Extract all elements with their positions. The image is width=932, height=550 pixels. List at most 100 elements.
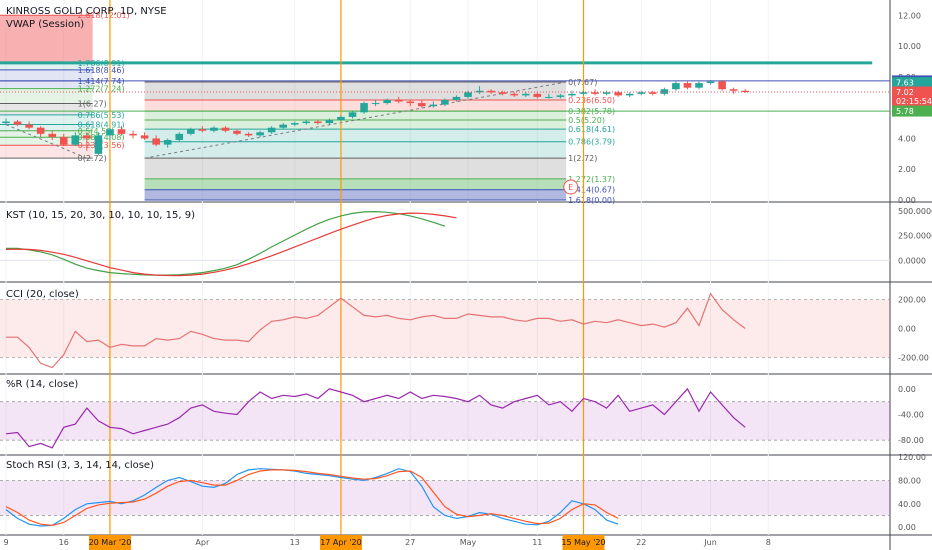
price-axis-badge xyxy=(892,95,932,107)
data-marks: E xyxy=(0,80,890,527)
candle-body xyxy=(591,92,599,94)
candle-body xyxy=(221,127,230,131)
fib-right-label: 0.5(5.20) xyxy=(568,116,605,125)
candle-body xyxy=(360,103,368,113)
stoch-tick-label: 0.00 xyxy=(898,523,916,532)
candle-body xyxy=(729,89,738,91)
fib-right-label: 1(2.72) xyxy=(568,154,597,163)
fib-right-label: 0.236(6.50) xyxy=(568,96,615,105)
candle-body xyxy=(279,124,287,128)
date-tick-label: 8 xyxy=(766,538,771,547)
earnings-event-label: E xyxy=(568,183,573,192)
candle-body xyxy=(256,132,264,136)
candle-body xyxy=(13,121,22,125)
candle-body xyxy=(163,140,172,145)
candle-body xyxy=(233,130,241,134)
fib-right-label: 0.618(4.61) xyxy=(568,125,615,134)
candle-body xyxy=(25,124,33,128)
candle-body xyxy=(579,92,588,94)
fib-right-label: 1.414(0.67) xyxy=(568,186,615,195)
candle-body xyxy=(429,104,438,107)
candle-body xyxy=(94,135,103,154)
candle-body xyxy=(475,90,484,93)
date-highlight-label: 15 May '20 xyxy=(561,538,605,547)
candle-body xyxy=(706,81,715,84)
candle-body xyxy=(187,129,195,134)
candle-body xyxy=(602,92,611,94)
candle-body xyxy=(683,83,692,88)
candle-body xyxy=(741,90,749,92)
candle-body xyxy=(129,133,137,136)
kst-tick-label: 250.0000 xyxy=(898,232,932,241)
price-axis-badge-label: 7.02 xyxy=(896,88,914,97)
candle-body xyxy=(498,92,507,94)
candle-body xyxy=(244,133,253,136)
date-tick-label: Apr xyxy=(195,538,210,547)
candle-body xyxy=(48,133,56,137)
candle-body xyxy=(267,127,276,133)
candle-body xyxy=(660,89,669,94)
stoch-title[interactable]: Stoch RSI (3, 3, 14, 14, close) xyxy=(6,460,154,471)
price-axis-badge xyxy=(892,77,932,89)
trend-line-left xyxy=(5,124,88,159)
kst-title[interactable]: KST (10, 15, 20, 30, 10, 10, 10, 15, 9) xyxy=(6,210,195,221)
fib-left-zone xyxy=(0,15,93,63)
symbol-title[interactable]: KINROSS GOLD CORP, 1D, NYSE xyxy=(6,6,167,17)
candle-body xyxy=(533,93,542,97)
cci-tick-label: -200.00 xyxy=(898,354,929,363)
price-axis-badge xyxy=(892,105,932,117)
candle-body xyxy=(325,120,334,124)
candle-body xyxy=(106,129,114,136)
date-tick-label: May xyxy=(460,538,477,547)
fib-left-label: 0.786(5.53) xyxy=(78,111,125,120)
stoch-d-line xyxy=(5,469,619,527)
candle-body xyxy=(545,96,553,98)
wr-tick-label: 0.00 xyxy=(898,385,916,394)
candle-body xyxy=(695,83,703,88)
cci-title[interactable]: CCI (20, close) xyxy=(6,289,79,300)
wr-tick-label: -40.00 xyxy=(898,411,924,420)
candle-body xyxy=(487,90,495,93)
candle-body xyxy=(510,93,518,96)
candle-body xyxy=(302,121,311,124)
kst-tick-label: 0.0000 xyxy=(898,256,926,265)
fib-right-zone xyxy=(144,178,567,190)
fib-right-zone xyxy=(144,100,567,112)
candle-body xyxy=(625,93,634,96)
candle-body xyxy=(406,101,415,104)
fib-left-zone xyxy=(0,114,93,125)
wr-title[interactable]: %R (14, close) xyxy=(6,379,78,390)
candle-body xyxy=(210,127,218,131)
date-tick-label: 27 xyxy=(405,538,415,547)
date-highlight-badge xyxy=(319,535,362,550)
candle-body xyxy=(83,135,91,139)
candle-body xyxy=(140,135,149,139)
fib-left-zone xyxy=(0,103,93,115)
fib-right-zone xyxy=(144,120,567,130)
date-tick-label: 22 xyxy=(636,538,646,547)
wr-line xyxy=(5,387,746,449)
candle-body xyxy=(290,123,299,125)
date-tick-label: 9 xyxy=(3,538,8,547)
fib-left-label: 1(6.27) xyxy=(78,100,107,109)
candle-body xyxy=(175,133,184,140)
price-tick-label: 12.00 xyxy=(898,11,921,20)
price-axis-badge-label: 5.78 xyxy=(896,107,914,116)
fib-left-label: 2.618(12.01) xyxy=(78,11,130,20)
fib-left-label: 0.618(4.91) xyxy=(78,120,125,129)
fib-right-label: 0(7.67) xyxy=(568,78,597,87)
vwap-label[interactable]: VWAP (Session) xyxy=(6,19,84,30)
fib-left-zone xyxy=(0,124,93,131)
candle-body xyxy=(441,100,449,105)
cci-line xyxy=(6,292,746,369)
stoch-tick-label: 80.00 xyxy=(898,476,921,485)
price-tick-label: 0.00 xyxy=(898,196,916,205)
price-axis-badge-label: 7.63 xyxy=(896,79,914,88)
candle-body xyxy=(452,96,461,100)
candle-body xyxy=(348,112,357,117)
candle-body xyxy=(337,116,345,120)
candle-body xyxy=(371,103,380,105)
kst-line xyxy=(5,212,457,277)
date-tick-label: 16 xyxy=(59,538,69,547)
date-highlight-badge xyxy=(562,535,605,550)
